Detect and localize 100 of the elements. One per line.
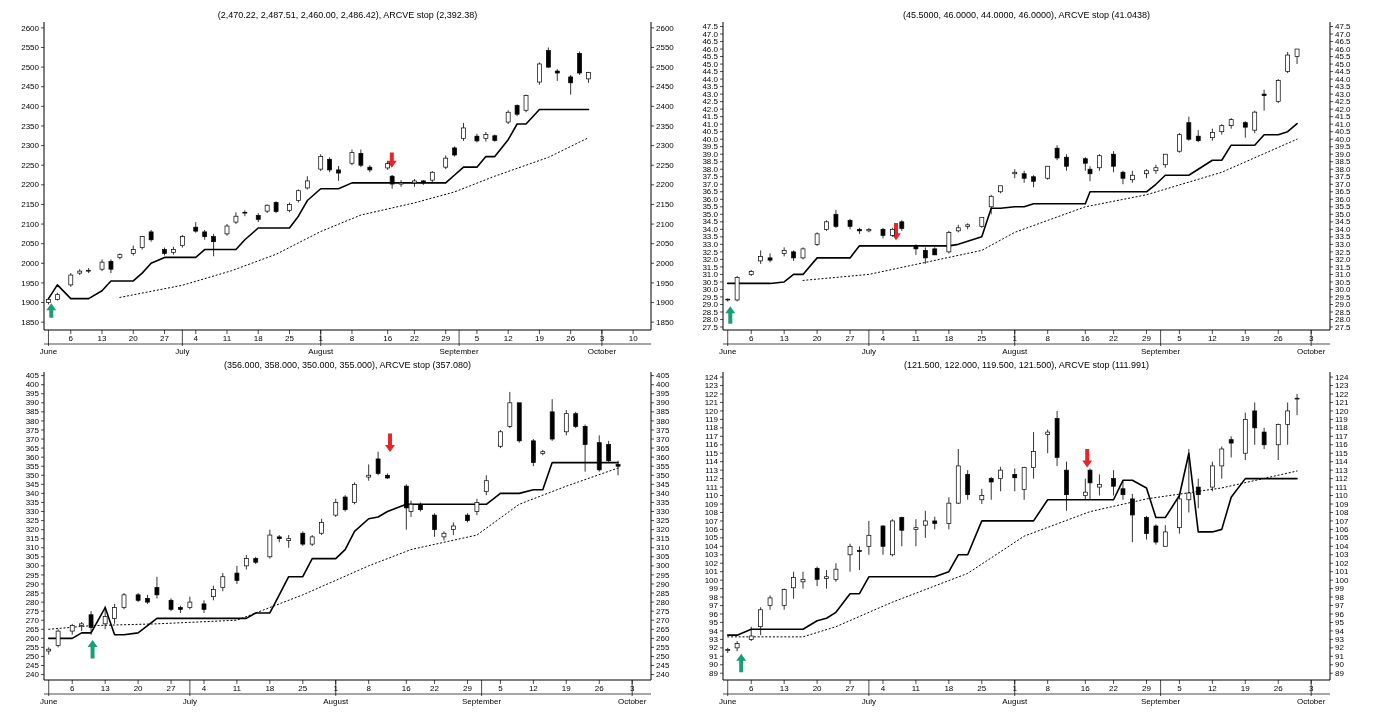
candlestick [234,565,240,585]
candlestick [866,227,872,233]
candlestick [814,566,820,587]
y2-tick-label: 29.0 [1335,300,1352,310]
y-tick-label: 290 [25,579,40,589]
y2-tick-label: 124 [1335,372,1349,382]
x-tick-label: 26 [1273,684,1284,693]
y2-tick-label: 104 [1335,541,1349,551]
y-tick-label: 36.5 [702,187,719,197]
y2-tick-label: 29.5 [1335,292,1352,302]
candlestick [112,603,117,625]
y2-tick-label: 115 [1335,448,1349,458]
y-tick-label: 43.0 [702,89,719,99]
y-tick-label: 395 [25,389,40,399]
x-tick-label: 26 [594,684,605,693]
x-tick-label: 6 [749,684,755,693]
y-tick-label: 1900 [21,298,40,308]
y2-tick-label: 41.5 [1335,112,1352,122]
x-tick-label: 20 [133,684,144,693]
candlestick [211,233,216,257]
y2-tick-label: 96 [1335,609,1345,619]
y-tick-label: 255 [25,643,40,653]
candlestick [833,562,839,583]
y2-tick-label: 95 [1335,618,1345,628]
y2-tick-label: 39.0 [1335,149,1352,159]
y2-tick-label: 33.0 [1335,240,1352,249]
y-tick-label: 33.5 [702,232,719,242]
y2-tick-label: 365 [656,443,670,453]
candlestick [857,545,862,571]
y2-tick-label: 340 [656,489,670,499]
x-tick-label: 27 [845,334,856,343]
y2-tick-label: 2350 [656,121,675,131]
y2-tick-label: 113 [1335,465,1349,475]
candlestick [375,451,381,476]
y-tick-label: 385 [25,407,40,417]
x-tick-label: 5 [1177,684,1183,693]
candlestick [1120,479,1126,501]
x-tick-label: 19 [561,684,572,693]
x-tick-label: 16 [383,334,393,343]
y2-tick-label: 40.0 [1335,134,1352,144]
y-tick-label: 350 [25,470,40,480]
y2-tick-label: 32.5 [1335,247,1352,257]
y-tick-label: 115 [705,448,719,458]
x-tick-label: 16 [1080,684,1091,693]
y-tick-label: 33.0 [702,240,719,249]
y2-tick-label: 310 [656,543,670,553]
x-tick-label: 1 [318,334,324,343]
y2-tick-label: 40.5 [1335,127,1352,137]
y-tick-label: 105 [704,533,719,543]
y2-tick-label: 375 [656,425,670,435]
y-tick-label: 113 [705,465,719,475]
candlestick [1021,466,1027,501]
y-tick-label: 35.5 [702,202,719,212]
x-tick-label: 18 [265,684,275,693]
candlestick [389,174,395,190]
y2-tick-label: 315 [656,534,670,544]
candlestick [398,179,404,188]
y-tick-label: 2300 [21,141,40,151]
candlestick [537,62,542,86]
x-tick-label: 1 [1012,684,1018,693]
x-tick-label: 25 [285,334,295,343]
y-tick-label: 285 [25,588,40,598]
y2-tick-label: 27.5 [1335,322,1352,332]
x-tick-label: 29 [463,684,473,693]
candlestick [568,74,574,95]
y2-tick-label: 275 [656,606,670,616]
y2-tick-label: 280 [656,597,670,607]
x2-tick-label: September [439,347,479,356]
y2-tick-label: 99 [1335,584,1345,594]
candlestick [1195,478,1201,509]
y2-tick-label: 36.0 [1335,194,1352,204]
y2-tick-label: 43.5 [1335,82,1352,92]
y2-tick-label: 265 [656,624,670,634]
y-tick-label: 47.0 [702,29,719,39]
candlestick [1031,431,1036,480]
candlestick [1275,423,1281,461]
x2-tick-label: June [39,347,58,356]
x-tick-label: 5 [1177,334,1183,343]
x2-tick-label: September [1141,697,1181,706]
candlestick [267,529,273,560]
y2-tick-label: 97 [1335,601,1345,611]
x-tick-label: 12 [503,334,514,343]
x-tick-label: 4 [193,334,199,343]
x-tick-label: 3 [629,684,635,693]
candlestick [474,498,480,516]
x-tick-label: 11 [911,334,921,343]
y-tick-label: 99 [709,584,719,594]
y-tick-label: 35.0 [702,209,719,219]
y2-tick-label: 36.5 [1335,187,1352,197]
y2-tick-label: 290 [656,579,670,589]
x2-tick-label: October [1296,697,1326,706]
y-tick-label: 42.0 [702,104,719,114]
y2-tick-label: 405 [656,371,670,381]
x-tick-label: 4 [201,684,207,693]
y-tick-label: 240 [25,670,40,680]
candlestick [847,543,853,573]
x-tick-label: 4 [880,684,886,693]
y2-tick-label: 2400 [656,102,675,111]
candlestick [791,571,796,600]
candlestick [1228,435,1234,458]
